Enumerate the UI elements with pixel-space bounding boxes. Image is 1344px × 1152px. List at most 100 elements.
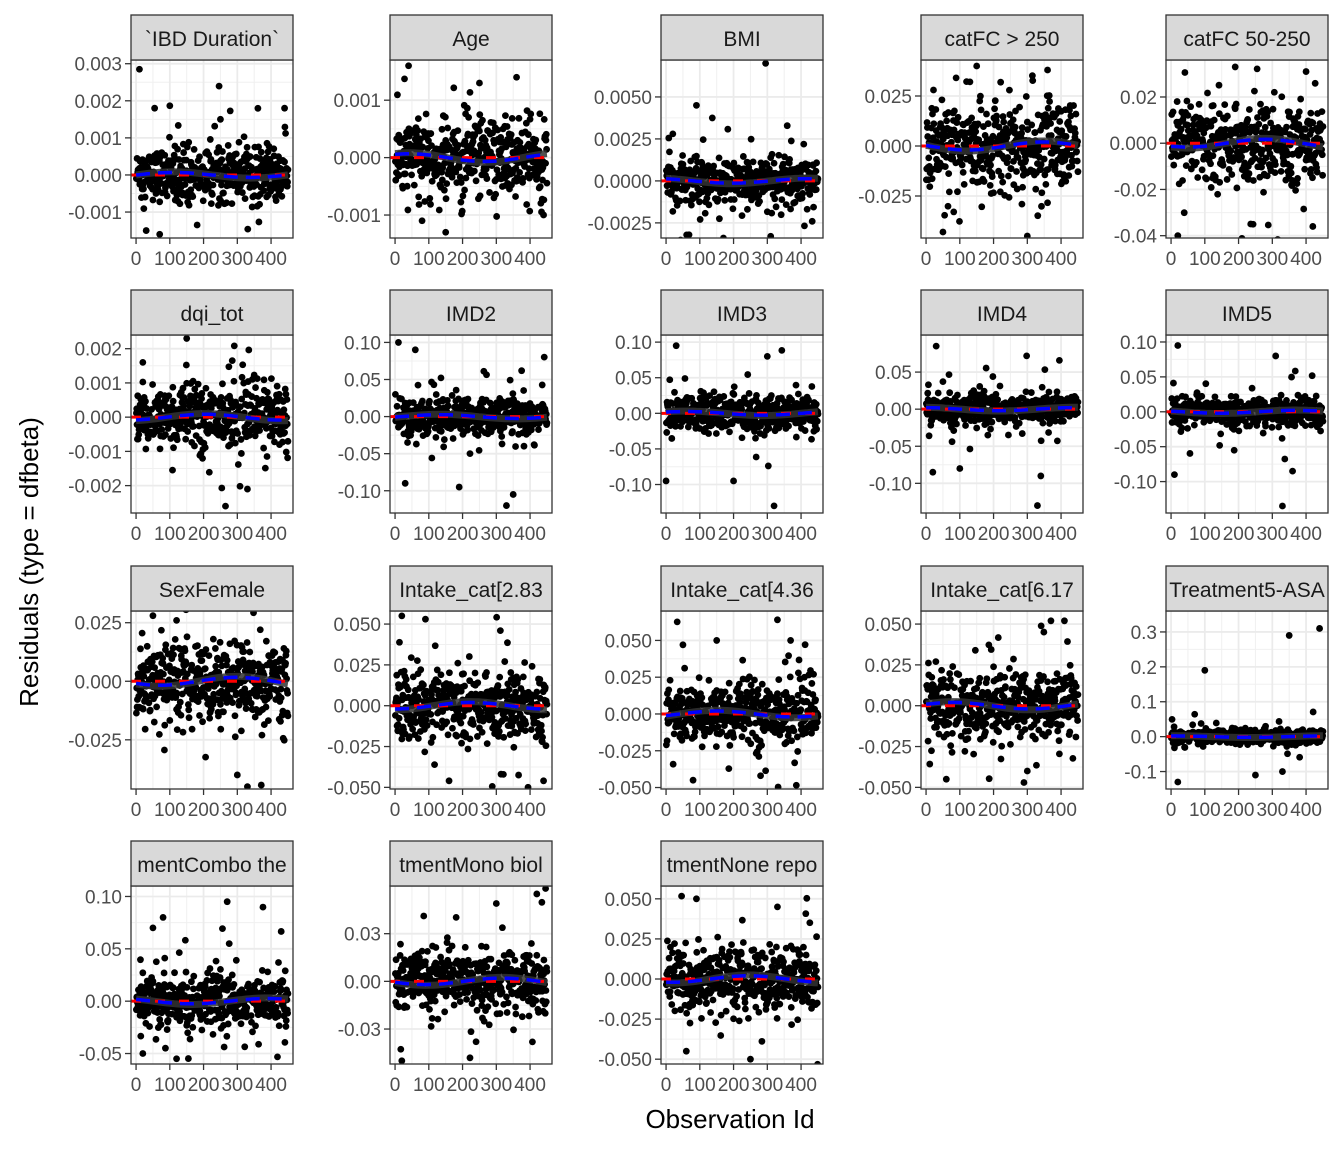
- residual-point: [812, 186, 820, 193]
- facet-title: catFC > 250: [945, 28, 1060, 51]
- y-tick-label: 0.00: [344, 408, 381, 429]
- residual-point: [1184, 121, 1191, 129]
- x-tick-label: 200: [978, 249, 1010, 270]
- residual-point: [720, 393, 728, 400]
- residual-point: [926, 183, 934, 191]
- residual-point: [156, 198, 164, 206]
- residual-point: [253, 394, 260, 402]
- residual-point: [1279, 502, 1286, 510]
- residual-point: [464, 426, 472, 434]
- residual-point: [219, 148, 226, 155]
- residual-point: [810, 203, 817, 211]
- residual-point: [950, 208, 958, 216]
- residual-point: [1194, 174, 1202, 181]
- residual-point: [232, 150, 240, 158]
- residual-point: [456, 173, 464, 181]
- residual-point: [222, 502, 229, 510]
- residual-point: [489, 129, 496, 137]
- residual-point: [525, 165, 533, 173]
- residual-point: [455, 164, 463, 171]
- residual-point: [241, 195, 249, 203]
- residual-point: [787, 137, 795, 145]
- residual-point: [1045, 429, 1052, 436]
- residual-point: [455, 395, 462, 403]
- facet-title: BMI: [723, 28, 760, 51]
- residual-point: [235, 138, 243, 146]
- residual-point: [991, 97, 999, 105]
- residual-point: [508, 115, 516, 122]
- facet-panel: IMD5-0.10-0.050.000.050.100 100 200 300 400: [1114, 289, 1329, 545]
- residual-point: [668, 435, 676, 442]
- residual-point: [1011, 123, 1019, 131]
- residual-point: [238, 373, 246, 381]
- residual-point: [765, 165, 773, 173]
- y-tick-label: -0.05: [609, 440, 652, 461]
- residual-point: [441, 113, 449, 121]
- residual-point: [721, 196, 729, 204]
- residual-point: [143, 405, 150, 412]
- residual-point: [284, 166, 292, 174]
- y-tick-label: 0.001: [74, 129, 122, 150]
- residual-point: [156, 230, 164, 238]
- x-tick-label: 200: [718, 249, 750, 270]
- residual-point: [1019, 183, 1026, 191]
- residual-point: [710, 388, 718, 396]
- residual-point: [1074, 168, 1082, 176]
- mean-line: [135, 170, 289, 180]
- residual-point: [411, 346, 419, 354]
- residual-point: [715, 215, 723, 223]
- residual-point: [1018, 124, 1026, 132]
- residual-point: [531, 441, 538, 449]
- residual-point: [190, 422, 197, 430]
- residual-point: [234, 430, 242, 437]
- residual-point: [1179, 177, 1186, 184]
- residual-point: [1288, 373, 1295, 381]
- x-tick-label: 0: [390, 249, 401, 270]
- residual-point: [983, 110, 990, 118]
- residual-point: [762, 60, 770, 67]
- residual-point: [140, 185, 147, 193]
- residual-point: [1264, 221, 1272, 229]
- residual-point: [1051, 417, 1059, 425]
- residual-point: [257, 148, 265, 156]
- residual-point: [142, 227, 150, 234]
- residual-point: [1005, 193, 1013, 201]
- residual-point: [443, 180, 451, 188]
- residual-point: [198, 395, 205, 403]
- residual-point: [432, 433, 440, 441]
- residual-point: [1264, 108, 1271, 116]
- residual-point: [1232, 393, 1240, 401]
- x-tick-label: 100: [413, 249, 445, 270]
- residual-point: [770, 502, 778, 510]
- residual-point: [1251, 87, 1258, 95]
- residual-point: [929, 468, 937, 476]
- residual-point: [230, 377, 238, 385]
- residual-point: [1300, 205, 1308, 213]
- residual-point: [136, 65, 143, 73]
- y-tick-label: 0.000: [333, 149, 381, 170]
- residual-point: [248, 203, 256, 211]
- residual-point: [1271, 169, 1279, 177]
- residual-point: [252, 384, 259, 391]
- residual-point: [1219, 161, 1227, 169]
- residual-point: [791, 198, 799, 206]
- residual-point: [987, 425, 994, 433]
- residual-point: [764, 462, 772, 470]
- residual-point: [281, 104, 288, 112]
- residual-point: [1062, 133, 1070, 140]
- x-tick-label: 100: [1189, 524, 1221, 545]
- residual-point: [279, 438, 286, 446]
- residual-point: [681, 375, 689, 382]
- residual-point: [263, 453, 271, 460]
- residual-point: [1250, 177, 1257, 184]
- x-tick-label: 100: [154, 249, 186, 270]
- residual-point: [662, 477, 670, 485]
- x-tick-label: 200: [447, 524, 479, 545]
- residual-point: [481, 136, 489, 144]
- residual-point: [693, 101, 700, 109]
- residual-point: [199, 454, 206, 462]
- residual-point: [536, 183, 544, 191]
- residual-point: [1171, 471, 1178, 479]
- residual-point: [738, 434, 746, 442]
- residual-point: [788, 396, 796, 404]
